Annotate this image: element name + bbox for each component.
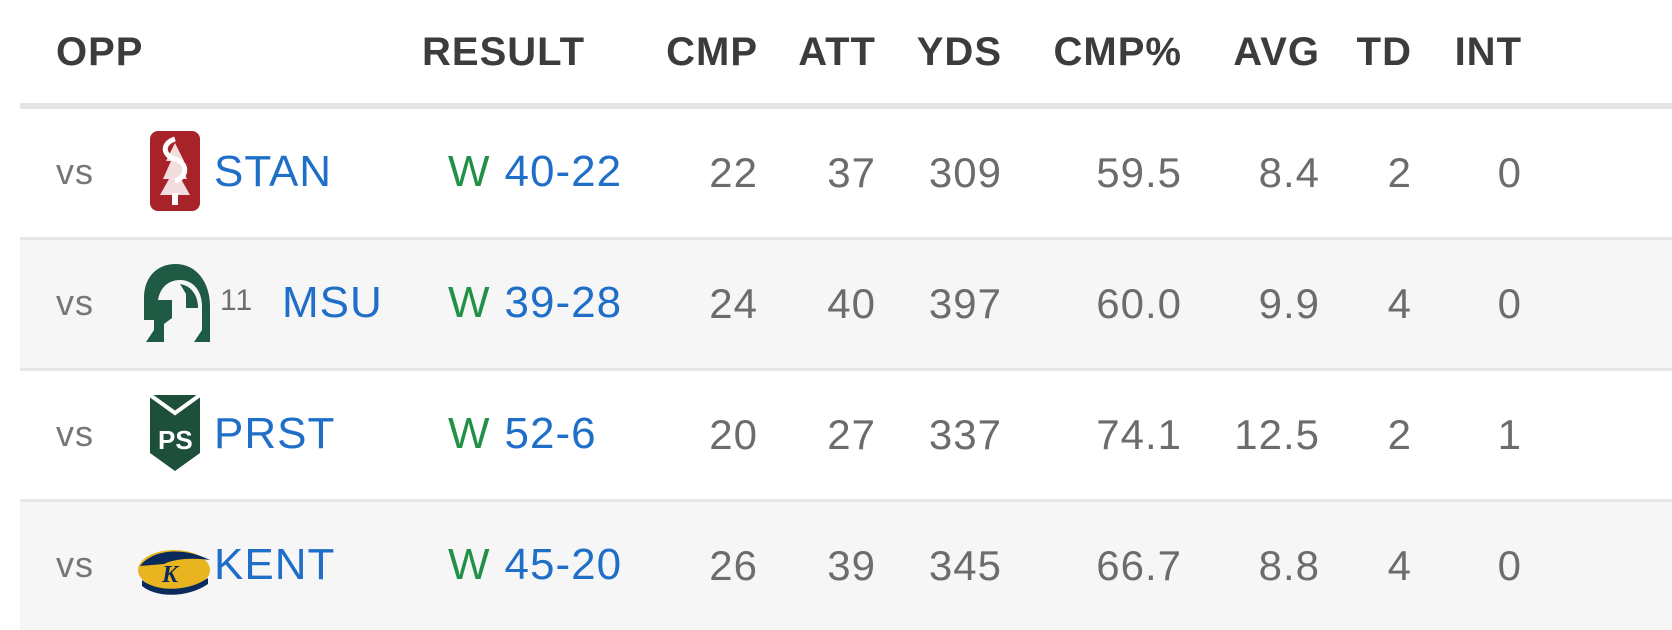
game-result[interactable]: W 40-22	[448, 147, 622, 197]
stat-int: 0	[1497, 542, 1522, 589]
stat-td: 4	[1387, 280, 1412, 327]
game-result[interactable]: W 39-28	[448, 278, 622, 328]
stat-att: 40	[827, 280, 876, 327]
kent-state-logo-icon[interactable]: K	[136, 522, 214, 606]
score-link[interactable]: 52-6	[504, 409, 597, 458]
vs-label: vs	[56, 282, 94, 323]
table-row: vs PS PRST W 52-6 20 27 337 74.1 12.5 2 1	[20, 371, 1672, 502]
stat-att: 37	[827, 149, 876, 196]
stat-cmp: 22	[709, 149, 758, 196]
stat-cmp-pct: 59.5	[1096, 149, 1182, 196]
column-header-cmp[interactable]: CMP	[666, 30, 758, 74]
outcome-win: W	[448, 540, 491, 589]
game-log-table: OPP RESULT CMP ATT YDS CMP% AVG TD INT v…	[20, 0, 1672, 630]
stat-cmp-pct: 74.1	[1096, 411, 1182, 458]
stat-avg: 9.9	[1258, 280, 1320, 327]
vs-label: vs	[56, 413, 94, 454]
stat-cmp-pct: 66.7	[1096, 542, 1182, 589]
stat-int: 0	[1497, 280, 1522, 327]
column-header-avg[interactable]: AVG	[1233, 30, 1320, 74]
stat-att: 27	[827, 411, 876, 458]
outcome-win: W	[448, 409, 491, 458]
stat-int: 0	[1497, 149, 1522, 196]
table-row: vs STAN W 40-22 22 37 309 59.5 8.4 2 0	[20, 109, 1672, 240]
stat-yds: 309	[928, 149, 1002, 196]
table-row: vs 11 MSU W 39-28 24 40 397 60.0 9.9 4 0	[20, 240, 1672, 371]
vs-label: vs	[56, 151, 94, 192]
stat-att: 39	[827, 542, 876, 589]
score-link[interactable]: 40-22	[504, 147, 623, 196]
stat-avg: 12.5	[1234, 411, 1320, 458]
column-header-result[interactable]: RESULT	[422, 30, 586, 74]
svg-text:K: K	[161, 562, 180, 588]
vs-label: vs	[56, 544, 94, 585]
stat-cmp: 20	[709, 411, 758, 458]
game-result[interactable]: W 52-6	[448, 409, 597, 459]
column-header-opp[interactable]: OPP	[56, 30, 144, 74]
game-result[interactable]: W 45-20	[448, 540, 622, 590]
table-header: OPP RESULT CMP ATT YDS CMP% AVG TD INT	[20, 0, 1672, 109]
table-row: vs K KENT W 45-20 26 39 345 66.7 8.8 4 0	[20, 502, 1672, 630]
stat-cmp: 26	[709, 542, 758, 589]
portland-state-logo-icon[interactable]: PS	[136, 391, 214, 475]
team-link-prst[interactable]: PRST	[214, 409, 336, 458]
svg-text:PS: PS	[158, 425, 193, 455]
stat-yds: 337	[928, 411, 1002, 458]
team-link-kent[interactable]: KENT	[214, 540, 336, 589]
stat-avg: 8.4	[1258, 149, 1320, 196]
score-link[interactable]: 39-28	[504, 278, 623, 327]
stat-cmp: 24	[709, 280, 758, 327]
stat-yds: 397	[928, 280, 1002, 327]
outcome-win: W	[448, 278, 491, 327]
team-link-stan[interactable]: STAN	[214, 147, 333, 196]
score-link[interactable]: 45-20	[504, 540, 623, 589]
column-header-td[interactable]: TD	[1356, 30, 1412, 74]
stat-cmp-pct: 60.0	[1096, 280, 1182, 327]
column-header-cmp-pct[interactable]: CMP%	[1053, 30, 1182, 74]
team-link-msu[interactable]: MSU	[282, 278, 383, 327]
stat-int: 1	[1497, 411, 1522, 458]
stat-yds: 345	[928, 542, 1002, 589]
outcome-win: W	[448, 147, 491, 196]
column-header-yds[interactable]: YDS	[916, 30, 1002, 74]
column-header-att[interactable]: ATT	[798, 30, 876, 74]
stat-avg: 8.8	[1258, 542, 1320, 589]
stat-td: 2	[1387, 149, 1412, 196]
team-rank: 11	[220, 284, 254, 317]
michigan-state-logo-icon[interactable]	[136, 260, 214, 344]
stat-td: 2	[1387, 411, 1412, 458]
stanford-logo-icon[interactable]	[136, 129, 214, 213]
column-header-int[interactable]: INT	[1454, 30, 1522, 74]
stat-td: 4	[1387, 542, 1412, 589]
